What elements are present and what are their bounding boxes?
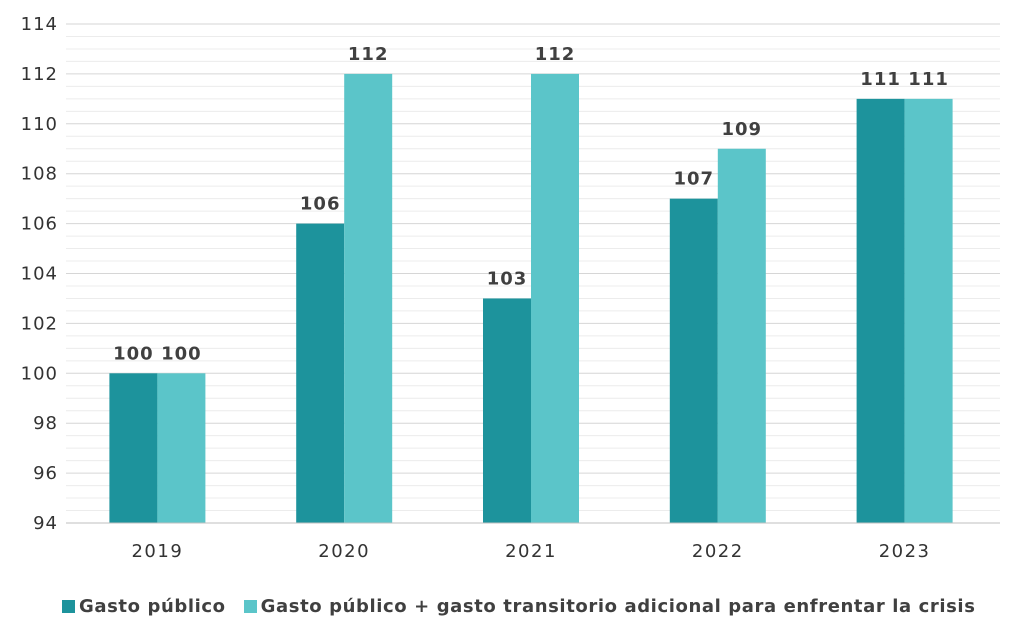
- data-label: 107: [674, 169, 715, 190]
- bar-gasto-transitorio-2022: [717, 148, 766, 523]
- x-tick-label: 2021: [505, 541, 557, 562]
- data-label: 111: [860, 69, 901, 90]
- legend-swatch-gasto-publico: [62, 600, 75, 613]
- bar-gasto-transitorio-2023: [904, 98, 953, 523]
- bar-gasto-transitorio-2021: [531, 73, 579, 524]
- data-label: 106: [300, 194, 341, 215]
- bar-gasto-publico-2022: [669, 198, 718, 523]
- y-tick-label: 112: [21, 64, 58, 85]
- y-tick-label: 102: [21, 313, 58, 334]
- x-tick-label: 2019: [131, 541, 183, 562]
- y-tick-label: 114: [21, 14, 58, 35]
- bar-gasto-publico-2019: [109, 373, 158, 523]
- data-label: 109: [722, 119, 763, 140]
- legend-item-gasto-transitorio: Gasto público + gasto transitorio adicio…: [243, 596, 976, 617]
- bar-chart: 94 96 98 100 102 104 106 108 110 112 114 100 100 106…: [21, 14, 1000, 562]
- y-tick-label: 110: [21, 114, 58, 135]
- x-tick-label: 2022: [692, 541, 744, 562]
- y-axis: 94 96 98 100 102 104 106 108 110 112 114: [21, 14, 58, 534]
- data-label: 100: [113, 343, 154, 364]
- y-tick-label: 104: [21, 264, 58, 285]
- bar-gasto-transitorio-2019: [157, 373, 206, 523]
- data-label: 112: [535, 44, 576, 65]
- legend-item-gasto-publico: Gasto público: [62, 596, 226, 617]
- y-tick-label: 94: [33, 513, 58, 534]
- x-axis: 2019 2020 2021 2022 2023: [66, 522, 1000, 562]
- legend-label-gasto-publico: Gasto público: [79, 596, 226, 617]
- data-labels: 100 100 106 112 103 112 107 109 111 111: [113, 44, 949, 364]
- y-tick-label: 108: [21, 164, 58, 185]
- bars: [109, 73, 953, 524]
- legend: Gasto público Gasto público + gasto tran…: [62, 596, 994, 617]
- y-tick-label: 98: [33, 413, 58, 434]
- bar-gasto-publico-2021: [483, 298, 531, 523]
- data-label: 103: [487, 268, 528, 289]
- legend-swatch-gasto-transitorio: [243, 600, 257, 613]
- y-tick-label: 106: [21, 214, 58, 235]
- bar-gasto-publico-2020: [296, 223, 345, 523]
- data-label: 111: [908, 69, 949, 90]
- bar-gasto-transitorio-2020: [344, 73, 393, 524]
- x-tick-label: 2020: [318, 541, 370, 562]
- bar-gasto-publico-2023: [856, 98, 905, 523]
- data-label: 112: [348, 44, 389, 65]
- x-tick-label: 2023: [879, 541, 931, 562]
- y-tick-label: 100: [21, 363, 58, 384]
- y-tick-label: 96: [33, 463, 58, 484]
- legend-label-gasto-transitorio: Gasto público + gasto transitorio adicio…: [260, 596, 976, 617]
- data-label: 100: [161, 343, 202, 364]
